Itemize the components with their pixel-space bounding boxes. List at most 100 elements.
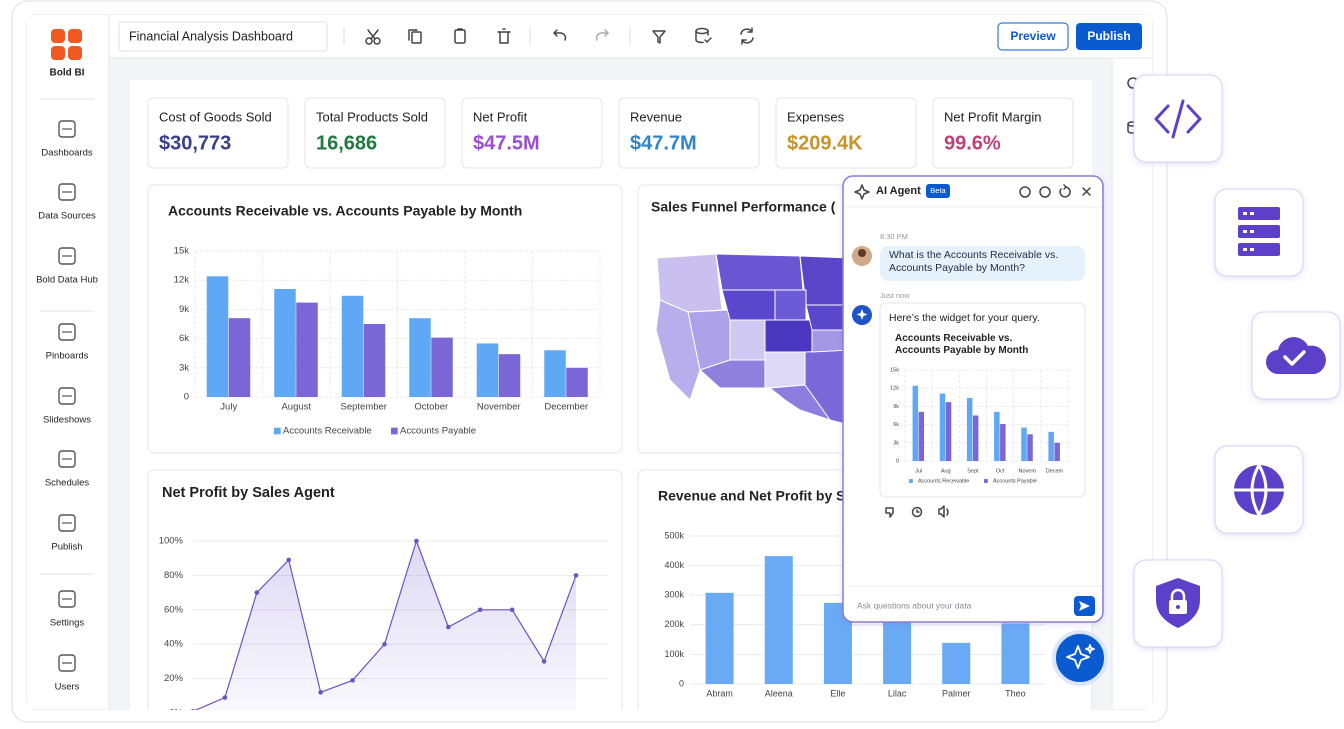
nav-label[interactable]: Bold Data Hub: [36, 275, 98, 286]
kpi-card: [461, 97, 603, 169]
y-tick-label: 80%: [164, 570, 184, 581]
chat-input-placeholder[interactable]: Ask questions about your data: [857, 600, 972, 610]
nav-label[interactable]: Users: [55, 682, 80, 693]
nav-icon[interactable]: [58, 654, 76, 672]
nav-icon[interactable]: [58, 247, 76, 265]
nav-icon[interactable]: [58, 323, 76, 341]
bar: [296, 302, 318, 397]
publish-label[interactable]: Publish: [1087, 29, 1130, 43]
dashboard-name-input[interactable]: [118, 21, 328, 52]
point: [222, 695, 228, 700]
nav-label[interactable]: Dashboards: [41, 148, 92, 159]
kpi-label: Cost of Goods Sold: [159, 109, 272, 124]
bar: [1048, 431, 1054, 461]
bar: [1054, 442, 1060, 461]
ai-fab[interactable]: [1052, 630, 1108, 686]
point: [254, 590, 260, 595]
y-tick-label: 100k: [664, 649, 684, 659]
y-tick-label: 60%: [164, 604, 184, 615]
kpi-label: Net Profit Margin: [944, 109, 1042, 124]
y-tick-label: 3k: [893, 440, 899, 446]
nav-icon[interactable]: [58, 590, 76, 608]
bar: [498, 354, 521, 397]
nav-label[interactable]: Settings: [50, 618, 85, 629]
legend-marker: [984, 479, 988, 483]
dashboard-name[interactable]: Financial Analysis Dashboard: [129, 29, 293, 43]
nav-icon[interactable]: [58, 183, 76, 201]
bar: [912, 385, 919, 461]
y-tick-label: 0: [184, 392, 189, 403]
legend-label: Accounts Receivable: [918, 478, 969, 484]
y-tick-label: 12k: [174, 275, 190, 286]
chart-title-box: Accounts Receivable vs. Accounts Payable…: [895, 333, 1028, 356]
nav-icon[interactable]: [58, 450, 76, 468]
bar: [566, 367, 588, 397]
answer-card: [879, 302, 1086, 498]
bar: [942, 642, 971, 684]
x-tick-label: October: [414, 402, 448, 413]
question-time: 8:30 PM: [880, 232, 908, 241]
x-tick-label: Abram: [706, 688, 733, 698]
x-tick-label: Elle: [830, 688, 845, 698]
nav-label[interactable]: Data Sources: [38, 211, 96, 222]
bar: [363, 324, 386, 397]
y-tick-label: 0: [679, 678, 684, 688]
kpi-label: Expenses: [787, 109, 845, 124]
nav-label[interactable]: Publish: [51, 542, 82, 553]
bar: [228, 318, 251, 397]
y-tick-label: 6k: [179, 333, 189, 344]
y-tick-label: 9k: [179, 304, 189, 315]
x-tick-label: September: [341, 402, 387, 413]
publish-button[interactable]: [1076, 23, 1142, 50]
kpi-label: Revenue: [630, 109, 682, 124]
legend-marker: [391, 427, 398, 435]
preview-button[interactable]: [997, 22, 1069, 51]
point: [446, 624, 451, 630]
chart-title: Revenue and Net Profit by S: [658, 488, 845, 504]
preview-label[interactable]: Preview: [1010, 29, 1056, 43]
kpi-value: $209.4K: [787, 132, 863, 154]
point: [382, 641, 387, 647]
point: [477, 607, 483, 613]
kpi-card: [932, 97, 1074, 169]
beta-badge: [926, 184, 950, 198]
question-bubble: [880, 246, 1085, 281]
legend-label: Accounts Payable: [400, 426, 476, 437]
x-tick-label: Decem: [1046, 468, 1064, 474]
nav-label[interactable]: Pinboards: [46, 351, 89, 362]
y-tick-label: 400k: [664, 560, 684, 570]
y-tick-label: 0%: [169, 708, 183, 719]
toolbar-icons[interactable]: [365, 27, 754, 45]
kpi-card: [618, 97, 760, 169]
sidebar: [26, 14, 110, 710]
logo-text: Bold BI: [50, 68, 85, 79]
nav-icon[interactable]: [58, 120, 76, 138]
agent-title: AI Agent: [876, 185, 921, 197]
kpi-card: [304, 97, 446, 169]
feedback-icons[interactable]: [885, 505, 949, 518]
y-tick-label: 500k: [664, 530, 684, 540]
x-tick-label: Sept: [967, 468, 979, 474]
area: [193, 541, 576, 710]
bar: [945, 402, 952, 461]
bar: [705, 592, 734, 684]
x-tick-label: July: [220, 402, 237, 413]
y-tick-label: 0: [896, 458, 899, 464]
x-tick-label: Jul: [915, 468, 922, 474]
kpi-card: [147, 97, 289, 169]
x-tick-label: August: [281, 402, 311, 413]
bar: [1001, 623, 1030, 684]
kpi-value: 16,686: [316, 132, 377, 154]
nav-icon[interactable]: [58, 514, 76, 532]
agent-header-icons[interactable]: [1019, 184, 1091, 198]
point: [509, 607, 515, 613]
nav-label[interactable]: Slideshows: [43, 415, 91, 426]
kpi-label: Net Profit: [473, 109, 528, 124]
bar: [883, 620, 912, 684]
point: [286, 557, 292, 563]
kpi-value: 99.6%: [944, 132, 1001, 154]
nav-icon[interactable]: [58, 387, 76, 405]
nav-label[interactable]: Schedules: [45, 478, 90, 489]
bar: [1000, 423, 1006, 461]
